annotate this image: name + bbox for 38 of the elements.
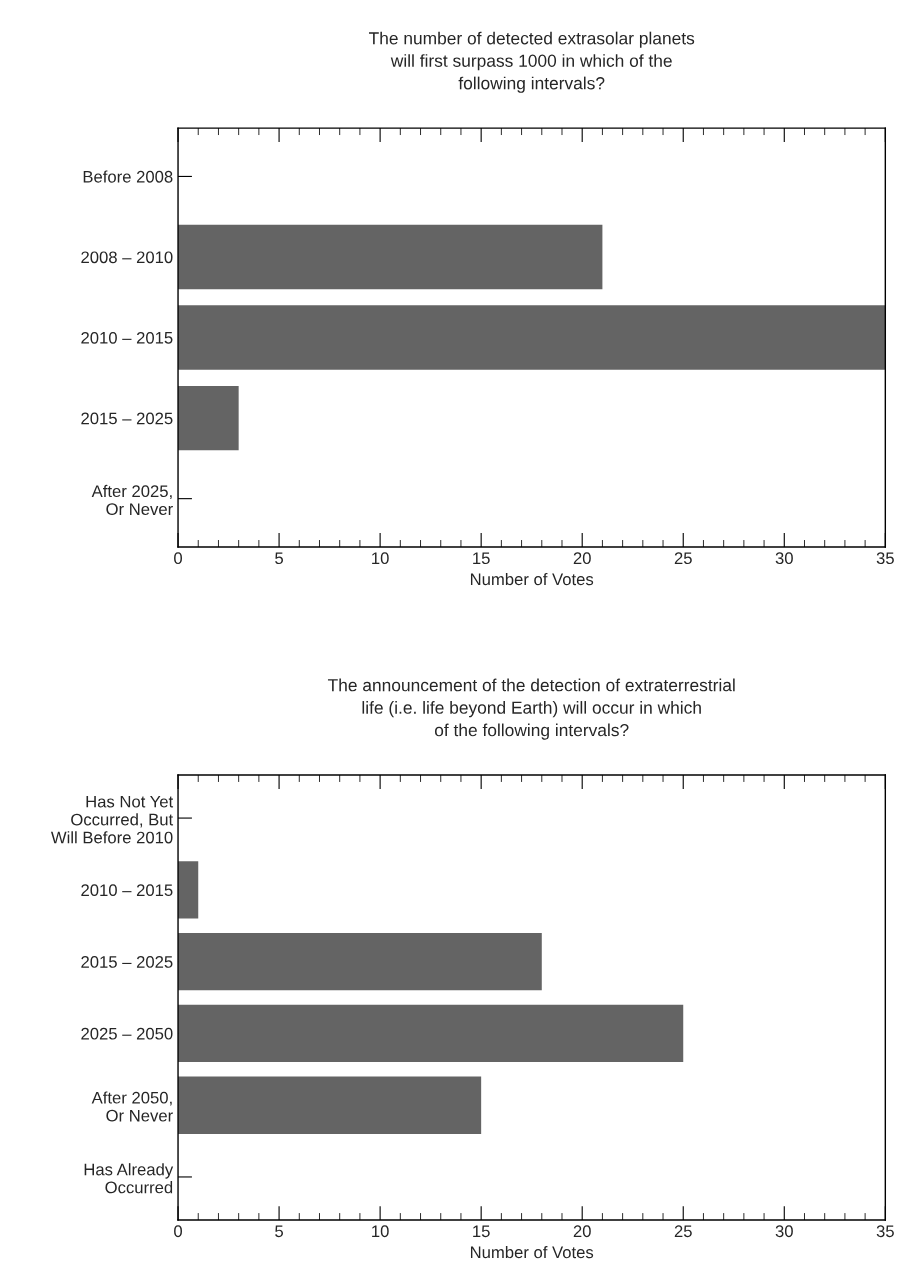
bar xyxy=(178,1004,684,1063)
x-tick-label: 0 xyxy=(174,552,183,565)
y-tick-label: Before 2008 xyxy=(83,170,173,183)
x-tick-label: 10 xyxy=(372,1225,389,1238)
bar xyxy=(178,305,886,370)
y-tick-label: Has Already Occurred xyxy=(84,1163,174,1194)
x-tick-label: 15 xyxy=(473,1225,490,1238)
x-tick-label: 20 xyxy=(573,1225,591,1238)
x-tick-label: 0 xyxy=(174,1225,183,1238)
x-tick-label: 5 xyxy=(275,552,284,565)
x-tick-label: 30 xyxy=(775,1225,793,1238)
bar xyxy=(178,861,199,919)
y-tick-label: 2015 – 2025 xyxy=(81,412,173,425)
x-tick-label: 15 xyxy=(473,552,490,565)
bar xyxy=(178,224,603,290)
y-tick-label: 2010 – 2015 xyxy=(81,331,173,344)
y-tick-label: 2015 – 2025 xyxy=(81,956,173,968)
x-tick-label: 30 xyxy=(775,552,793,565)
y-tick-label: After 2050, Or Never xyxy=(91,1091,173,1122)
y-tick-label: Has Not Yet Occurred, But Will Before 2010 xyxy=(50,795,174,844)
y-tick-label: 2008 – 2010 xyxy=(81,251,173,264)
x-tick-label: 25 xyxy=(674,552,692,565)
x-axis-title: Number of Votes xyxy=(470,1245,594,1259)
x-tick-label: 35 xyxy=(876,552,894,565)
x-tick-label: 10 xyxy=(372,552,389,565)
x-tick-label: 20 xyxy=(573,552,591,565)
bar xyxy=(178,1076,482,1134)
bar xyxy=(178,385,239,451)
chart-title: The announcement of the detection of extraterrestrial life (i.e. life beyond Earth) will occur in which of the following intervals? xyxy=(327,678,735,740)
chart-title: The number of detected extrasolar planets will first surpass 1000 in which of the following intervals? xyxy=(368,31,695,93)
x-tick-label: 35 xyxy=(876,1225,894,1238)
y-tick-label: 2025 – 2050 xyxy=(81,1027,173,1040)
y-tick-label: After 2025, Or Never xyxy=(91,484,173,516)
bar xyxy=(178,932,542,991)
x-tick-label: 25 xyxy=(674,1225,692,1238)
x-tick-label: 5 xyxy=(275,1225,284,1238)
x-axis-title: Number of Votes xyxy=(470,572,594,586)
y-tick-label: 2010 – 2015 xyxy=(81,884,173,897)
